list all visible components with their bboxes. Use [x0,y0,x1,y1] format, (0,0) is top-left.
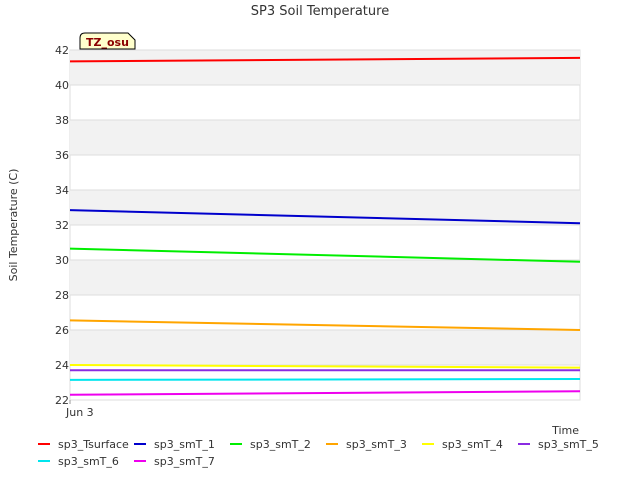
legend-label-sp3_smT_7: sp3_smT_7 [154,455,215,468]
y-tick-label: 34 [55,184,69,197]
series-line-sp3_smT_3 [69,319,581,331]
y-tick-label: 40 [55,79,69,92]
y-tick-label: 38 [55,114,69,127]
timezone-badge: TZ_osu [79,32,136,50]
series-line-sp3_smT_6 [69,378,581,381]
y-tick-label: 30 [55,254,69,267]
y-tick-label: 24 [55,359,69,372]
legend-label-sp3_smT_3: sp3_smT_3 [346,438,407,451]
legend-label-sp3_Tsurface: sp3_Tsurface [58,438,129,451]
y-tick-label: 22 [55,394,69,407]
series-line-sp3_smT_7 [69,390,581,396]
legend-label-sp3_smT_6: sp3_smT_6 [58,455,119,468]
y-axis-label: Soil Temperature (C) [7,169,20,282]
series-line-sp3_smT_4 [69,364,581,369]
y-tick-label: 32 [55,219,69,232]
x-axis-ticks: Jun 3 [65,400,94,419]
series-line-sp3_smT_2 [69,247,581,263]
x-tick-label: Jun 3 [65,406,94,419]
y-tick-label: 36 [55,149,69,162]
y-tick-label: 42 [55,44,69,57]
grid-band [70,260,580,295]
series-line-sp3_Tsurface [69,56,581,63]
legend-label-sp3_smT_2: sp3_smT_2 [250,438,311,451]
grid-band [70,190,580,225]
chart-title: SP3 Soil Temperature [251,4,389,19]
y-tick-label: 26 [55,324,69,337]
y-axis-ticks: 22 24 26 28 30 32 34 36 38 40 42 [55,44,69,407]
legend-label-sp3_smT_4: sp3_smT_4 [442,438,503,451]
grid-band [70,120,580,155]
legend-label-sp3_smT_5: sp3_smT_5 [538,438,599,451]
grid-band [70,50,580,85]
legend: sp3_Tsurface sp3_smT_1 sp3_smT_2 sp3_smT_3 s… [38,438,599,468]
x-axis-label: Time [551,424,579,437]
grid-band [70,330,580,365]
grid-bands [70,49,580,401]
timezone-badge-label: TZ_osu [86,36,129,49]
legend-label-sp3_smT_1: sp3_smT_1 [154,438,215,451]
series-lines [69,56,581,396]
y-tick-label: 28 [55,289,69,302]
series-line-sp3_smT_1 [69,209,581,225]
